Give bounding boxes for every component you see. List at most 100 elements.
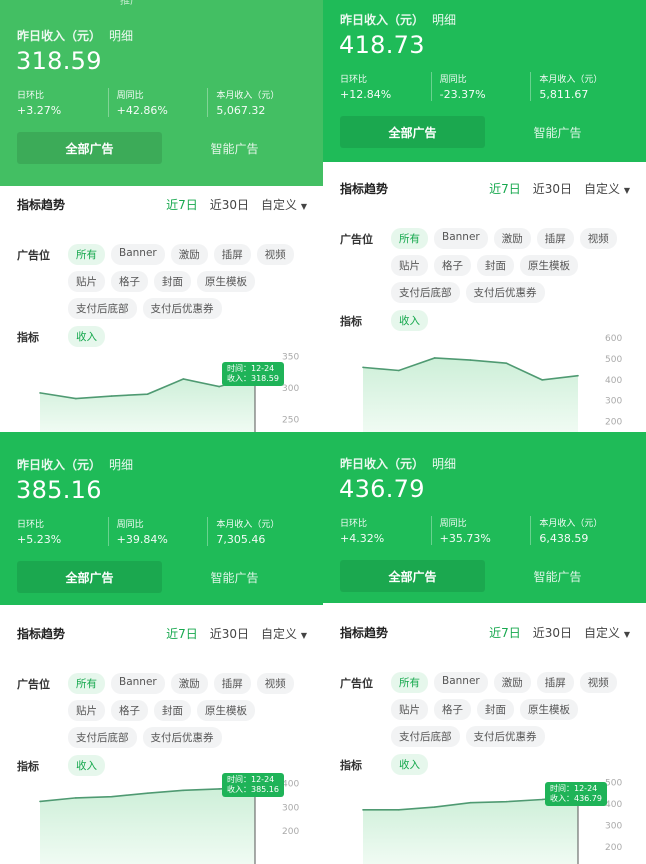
range-30d[interactable]: 近30日	[532, 626, 572, 640]
ad-slot-chip[interactable]: 封面	[154, 700, 191, 721]
data-point[interactable]	[362, 366, 364, 369]
ad-slot-chip[interactable]: 所有	[68, 673, 105, 694]
data-point[interactable]	[75, 397, 77, 400]
range-custom[interactable]: 自定义 ▼	[584, 624, 630, 641]
ad-slot-chip[interactable]: 激励	[493, 672, 531, 693]
data-point[interactable]	[362, 809, 364, 811]
detail-link[interactable]: 明细	[432, 13, 457, 27]
data-point[interactable]	[541, 798, 543, 801]
range-30d[interactable]: 近30日	[209, 198, 249, 212]
data-point[interactable]	[110, 795, 113, 798]
ad-slot-chip[interactable]: 激励	[170, 244, 208, 265]
range-7d[interactable]: 近7日	[166, 627, 198, 641]
data-point[interactable]	[146, 393, 149, 395]
ad-slot-chip[interactable]: 视频	[256, 244, 294, 265]
ad-slot-chip[interactable]: 格子	[111, 271, 148, 292]
ad-slot-chip[interactable]: 支付后优惠券	[142, 727, 222, 748]
ad-slot-chip[interactable]: 封面	[154, 271, 191, 292]
ad-slot-chip[interactable]: 视频	[579, 672, 617, 693]
tab-all-ads[interactable]: 全部广告	[17, 561, 162, 593]
range-custom[interactable]: 自定义 ▼	[261, 196, 307, 213]
data-point[interactable]	[505, 800, 508, 803]
data-point[interactable]	[469, 801, 472, 804]
tab-smart-ads[interactable]: 智能广告	[533, 569, 582, 584]
data-point[interactable]	[218, 788, 220, 790]
ad-slot-chip[interactable]: 支付后优惠券	[142, 298, 222, 319]
range-custom[interactable]: 自定义 ▼	[261, 625, 307, 642]
metric-chip-revenue[interactable]: 收入	[68, 326, 105, 347]
tab-all-ads[interactable]: 全部广告	[340, 116, 485, 148]
data-point[interactable]	[505, 362, 508, 364]
data-point[interactable]	[75, 797, 77, 799]
range-30d[interactable]: 近30日	[209, 627, 249, 641]
ad-slot-chip[interactable]: 贴片	[68, 271, 105, 292]
data-point[interactable]	[469, 359, 472, 361]
detail-link[interactable]: 明细	[432, 457, 457, 471]
data-point[interactable]	[218, 385, 220, 388]
ad-slot-chip[interactable]: 支付后底部	[68, 298, 137, 319]
ad-slot-chip[interactable]: Banner	[434, 672, 488, 693]
tab-all-ads[interactable]: 全部广告	[340, 560, 485, 592]
data-point[interactable]	[39, 800, 41, 803]
range-7d[interactable]: 近7日	[489, 182, 521, 196]
ad-slot-chip[interactable]: 封面	[477, 699, 514, 720]
data-point[interactable]	[110, 395, 113, 397]
stat-value: -23.37%	[439, 88, 486, 101]
data-point[interactable]	[182, 789, 185, 792]
trend-header: 指标趋势 近7日 近30日 自定义 ▼	[17, 196, 307, 213]
detail-link[interactable]: 明细	[109, 29, 134, 43]
ad-slot-chip[interactable]: Banner	[434, 228, 488, 249]
ad-slot-chip[interactable]: 插屏	[536, 672, 574, 693]
ad-slot-chip[interactable]: 原生模板	[520, 699, 578, 720]
data-point[interactable]	[577, 374, 579, 377]
ad-slot-chip[interactable]: 所有	[68, 244, 105, 265]
range-7d[interactable]: 近7日	[489, 626, 521, 640]
ad-slot-chip[interactable]: 激励	[170, 673, 208, 694]
ad-slot-chip[interactable]: 贴片	[68, 700, 105, 721]
ad-slot-chip[interactable]: 视频	[256, 673, 294, 694]
data-point[interactable]	[398, 369, 400, 372]
tab-smart-ads[interactable]: 智能广告	[210, 141, 259, 156]
data-point[interactable]	[433, 806, 436, 808]
ad-slot-chip[interactable]: 支付后底部	[391, 726, 460, 747]
range-30d[interactable]: 近30日	[532, 182, 572, 196]
ad-slot-chip[interactable]: 插屏	[536, 228, 574, 249]
ad-slot-chip[interactable]: 贴片	[391, 255, 428, 276]
ad-slot-chip[interactable]: 支付后底部	[391, 282, 460, 303]
ad-slot-chip[interactable]: 支付后优惠券	[465, 282, 545, 303]
range-7d[interactable]: 近7日	[166, 198, 198, 212]
metric-chip-revenue[interactable]: 收入	[68, 755, 105, 776]
ad-slot-chip[interactable]: 插屏	[213, 244, 251, 265]
data-point[interactable]	[541, 379, 543, 381]
detail-link[interactable]: 明细	[109, 458, 134, 472]
ad-slot-chip[interactable]: Banner	[111, 244, 165, 265]
ad-slot-chip[interactable]: 格子	[434, 255, 471, 276]
ad-slot-chip[interactable]: 所有	[391, 672, 428, 693]
ad-slot-chip[interactable]: 视频	[579, 228, 617, 249]
tab-smart-ads[interactable]: 智能广告	[533, 125, 582, 140]
ad-slot-chip[interactable]: 格子	[111, 700, 148, 721]
ad-slot-chip[interactable]: 支付后底部	[68, 727, 137, 748]
tab-smart-ads[interactable]: 智能广告	[210, 570, 259, 585]
ad-slot-chip[interactable]: 贴片	[391, 699, 428, 720]
ad-slot-chip[interactable]: Banner	[111, 673, 165, 694]
data-point[interactable]	[39, 392, 41, 394]
metric-chip-revenue[interactable]: 收入	[391, 754, 428, 775]
ad-slot-chip[interactable]: 支付后优惠券	[465, 726, 545, 747]
data-point[interactable]	[146, 792, 149, 794]
ad-slot-chip[interactable]: 格子	[434, 699, 471, 720]
ad-slot-chip[interactable]: 原生模板	[197, 271, 255, 292]
data-point[interactable]	[433, 357, 436, 359]
ad-slot-chip[interactable]: 封面	[477, 255, 514, 276]
ad-slot-chip[interactable]: 激励	[493, 228, 531, 249]
data-point[interactable]	[398, 809, 400, 811]
range-custom[interactable]: 自定义 ▼	[584, 180, 630, 197]
metric-chip-revenue[interactable]: 收入	[391, 310, 428, 331]
ad-slot-chip[interactable]: 原生模板	[197, 700, 255, 721]
tab-all-ads[interactable]: 全部广告	[17, 132, 162, 164]
ad-slot-chip[interactable]: 所有	[391, 228, 428, 249]
ad-slot-chip[interactable]: 原生模板	[520, 255, 578, 276]
data-point[interactable]	[182, 378, 185, 380]
ad-slot-chip[interactable]: 插屏	[213, 673, 251, 694]
revenue-trend-chart: 600 500 400 300 200	[362, 334, 622, 432]
